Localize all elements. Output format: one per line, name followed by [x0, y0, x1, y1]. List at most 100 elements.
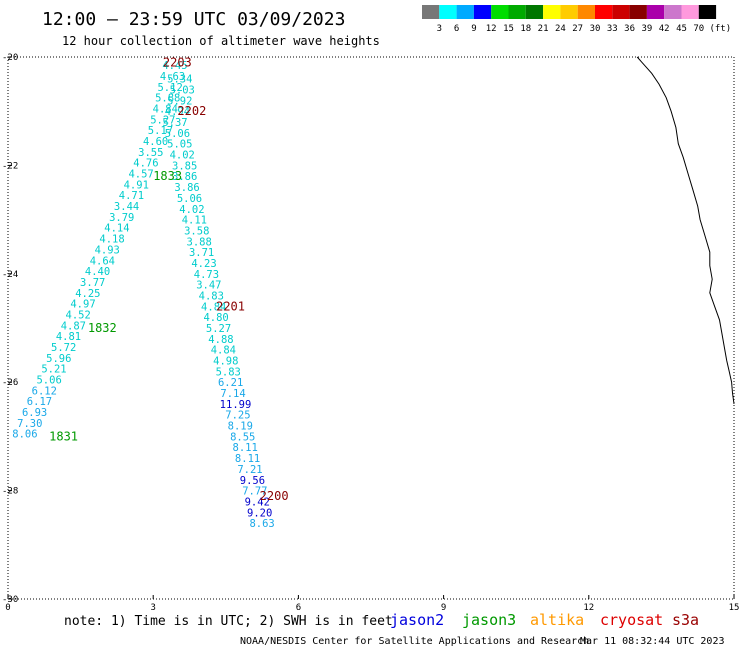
scale-swatch [491, 5, 509, 19]
chart-title: 12:00 – 23:59 UTC 03/09/2023 [42, 9, 345, 30]
axes: 0 3 6 9 12 15 -20 -22 -24 -26 -28 -30 [2, 53, 739, 613]
y-tick-label: -22 [2, 161, 18, 171]
wave-height-value: 4.45 [162, 60, 187, 72]
pass-label: 2201 [216, 299, 245, 313]
wave-height-value: 4.91 [124, 179, 149, 191]
wave-height-value: 4.11 [182, 215, 207, 227]
scale-swatch [681, 5, 699, 19]
wave-height-value: 4.02 [170, 150, 195, 162]
scale-label: 15 [503, 24, 514, 34]
scale-label: 18 [520, 24, 531, 34]
track-1832: 4.404.644.934.184.143.793.444.714.914.57… [85, 60, 188, 335]
wave-height-value: 9.42 [245, 496, 270, 508]
wave-height-value: 3.71 [189, 247, 214, 259]
wave-height-value: 4.83 [199, 290, 224, 302]
track-2200: 3.865.064.024.113.583.883.714.234.733.47… [174, 182, 288, 530]
wave-height-value: 5.21 [41, 364, 66, 376]
x-tick-label: 15 [729, 603, 740, 613]
scale-swatch [456, 5, 474, 19]
wave-height-value: 5.06 [177, 193, 202, 205]
scale-label: 6 [454, 24, 459, 34]
wave-height-value: 3.44 [114, 201, 139, 213]
wave-height-value: 3.79 [109, 212, 134, 224]
wave-height-value: 3.58 [184, 225, 209, 237]
satellite-legend: jason2 jason3 altika cryosat s3a [390, 611, 699, 629]
satellite-jason3: jason3 [462, 611, 516, 629]
wave-height-value: 9.56 [240, 475, 265, 487]
satellite-altika: altika [530, 611, 584, 629]
scale-swatch [543, 5, 561, 19]
scale-swatch [508, 5, 526, 19]
wave-height-value: 4.52 [66, 309, 91, 321]
wave-height-value: 4.23 [191, 258, 216, 270]
wave-height-value: 5.27 [206, 323, 231, 335]
wave-height-value: 3.47 [196, 280, 221, 292]
wave-height-value: 7.77 [242, 486, 267, 498]
wave-height-value: 5.03 [170, 85, 195, 97]
y-tick-label: -26 [2, 378, 18, 388]
wave-height-value: 3.86 [172, 171, 197, 183]
scale-label: 30 [590, 24, 601, 34]
wave-height-value: 7.21 [237, 464, 262, 476]
wave-height-value: 4.73 [194, 269, 219, 281]
wave-height-value: 3.86 [174, 182, 199, 194]
wave-height-value: 8.19 [228, 421, 253, 433]
footer-note: note: 1) Time is in UTC; 2) SWH is in fe… [64, 614, 393, 629]
scale-swatch [612, 5, 630, 19]
wave-height-value: 4.84 [211, 345, 236, 357]
wave-height-value: 6.12 [32, 385, 57, 397]
wave-height-value: 4.57 [128, 169, 153, 181]
plot-frame [7, 56, 735, 600]
y-tick-label: -28 [2, 487, 18, 497]
wave-height-value: 4.40 [85, 266, 110, 278]
wave-height-value: 4.87 [61, 320, 86, 332]
wave-height-value: 4.18 [99, 234, 124, 246]
scale-label: 70 [693, 24, 704, 34]
scale-label: 39 [641, 24, 652, 34]
wave-height-value: 4.81 [56, 331, 81, 343]
wave-height-value: 4.80 [203, 312, 228, 324]
satellite-cryosat: cryosat [600, 611, 663, 629]
y-tick-label: -24 [2, 270, 18, 280]
scale-label: 45 [676, 24, 687, 34]
color-scale-legend: 3 6 9 12 15 18 21 24 27 30 33 36 39 42 45 70 (ft) [422, 5, 731, 34]
wave-height-value: 4.98 [213, 356, 238, 368]
wave-height-value: 4.93 [95, 244, 120, 256]
wave-height-value: 4.84 [153, 103, 178, 115]
scale-swatch [629, 5, 647, 19]
wave-height-value: 7.14 [220, 388, 245, 400]
wave-height-value: 4.60 [143, 136, 168, 148]
track-time-label: 1831 [49, 429, 78, 443]
wave-height-value: 5.17 [148, 125, 173, 137]
wave-height-value: 8.06 [12, 429, 37, 441]
wave-height-value: 3.88 [187, 236, 212, 248]
wave-height-value: 5.06 [165, 128, 190, 140]
wave-height-value: 5.12 [157, 82, 182, 94]
scale-label: 21 [538, 24, 549, 34]
wave-height-value: 4.94 [165, 106, 190, 118]
wave-height-value: 4.25 [75, 288, 100, 300]
wave-height-value: 5.92 [167, 95, 192, 107]
x-tick-label: 9 [441, 603, 446, 613]
wave-height-value: 7.25 [225, 410, 250, 422]
wave-height-value: 3.77 [80, 277, 105, 289]
wave-height-value: 8.11 [235, 453, 260, 465]
wave-height-value: 3.55 [138, 147, 163, 159]
wave-height-value: 7.30 [17, 418, 42, 430]
coastline [636, 56, 735, 404]
chart-subtitle: 12 hour collection of altimeter wave hei… [62, 34, 380, 48]
wave-height-value: 6.21 [218, 377, 243, 389]
wave-height-value: 8.11 [233, 442, 258, 454]
wave-height-value: 6.93 [22, 407, 47, 419]
scale-label: 42 [659, 24, 670, 34]
wave-height-value: 4.97 [70, 299, 95, 311]
wave-height-value: 5.27 [150, 114, 175, 126]
scale-label: 12 [486, 24, 497, 34]
wave-height-value: 4.88 [208, 334, 233, 346]
scale-swatch [577, 5, 595, 19]
footer-timestamp: Mar 11 08:32:44 UTC 2023 [580, 636, 725, 647]
wave-height-value: 5.96 [46, 353, 71, 365]
scale-label: 33 [607, 24, 618, 34]
pass-label: 2203 [163, 55, 192, 69]
